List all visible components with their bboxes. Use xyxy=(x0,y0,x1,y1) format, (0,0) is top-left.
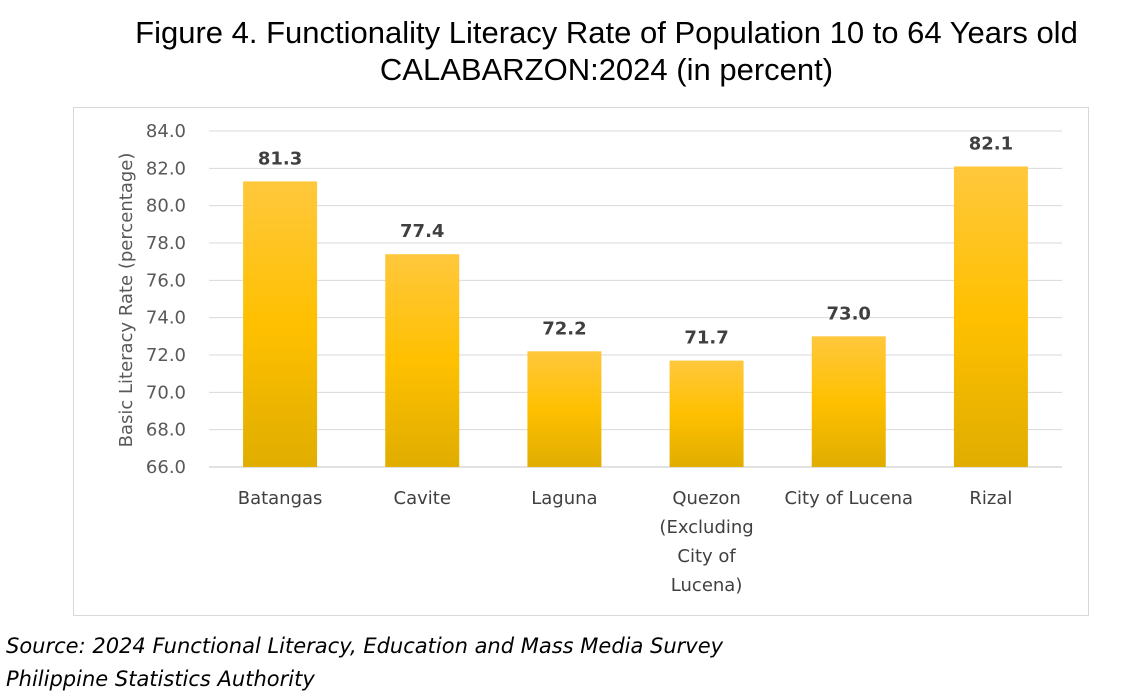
x-category-label-line: Batangas xyxy=(238,488,323,509)
x-category-label-line: City of Lucena xyxy=(784,488,913,509)
chart-title-line-1: Figure 4. Functionality Literacy Rate of… xyxy=(135,15,1078,50)
gridlines xyxy=(209,130,1062,468)
y-tick-label: 84.0 xyxy=(146,121,186,142)
data-label: 73.0 xyxy=(827,303,871,324)
data-label: 71.7 xyxy=(684,328,728,349)
bars xyxy=(243,166,1028,467)
x-category-label-line: (Excluding xyxy=(659,517,753,538)
bar xyxy=(243,181,318,467)
y-axis-ticks: 66.0 68.0 70.0 72.0 74.0 76.0 78.0 80.0 82.0 84.0 xyxy=(146,121,186,478)
y-tick-label: 76.0 xyxy=(146,270,186,291)
chart-frame xyxy=(73,107,1089,616)
x-category-label: Cavite xyxy=(394,488,451,509)
x-category-label-line: Laguna xyxy=(531,488,597,509)
y-tick-label: 66.0 xyxy=(146,457,186,478)
bar xyxy=(527,351,602,467)
x-category-label-line: Quezon xyxy=(672,488,741,509)
x-axis-categories: Batangas Cavite Laguna Quezon (Excluding City… xyxy=(238,488,1013,596)
data-label: 72.2 xyxy=(542,318,586,339)
y-axis-label: Basic Literacy Rate (percentage) xyxy=(116,153,137,448)
bar xyxy=(953,166,1028,467)
data-label: 81.3 xyxy=(258,148,302,169)
source-line-1: Source: 2024 Functional Literacy, Educat… xyxy=(6,634,724,658)
y-tick-label: 78.0 xyxy=(146,233,186,254)
x-category-label-line: Rizal xyxy=(969,488,1012,509)
x-category-label: City of Lucena xyxy=(784,488,913,509)
y-tick-label: 74.0 xyxy=(146,308,186,329)
x-category-label-line: Lucena) xyxy=(671,575,743,596)
y-tick-label: 80.0 xyxy=(146,196,186,217)
x-category-label: Quezon (Excluding City of Lucena) xyxy=(659,488,753,596)
chart-title-line-2: CALABARZON:2024 (in percent) xyxy=(379,52,834,87)
data-label: 77.4 xyxy=(400,221,444,242)
x-category-label: Batangas xyxy=(238,488,323,509)
data-labels: 81.3 77.4 72.2 71.7 73.0 82.1 xyxy=(258,133,1013,348)
data-label: 82.1 xyxy=(969,133,1013,154)
x-category-label-line: City of xyxy=(677,546,736,567)
chart-title: Figure 4. Functionality Literacy Rate of… xyxy=(0,14,1145,88)
x-category-label: Rizal xyxy=(969,488,1012,509)
bar xyxy=(385,254,460,467)
y-tick-label: 72.0 xyxy=(146,345,186,366)
bar xyxy=(669,360,744,467)
y-tick-label: 70.0 xyxy=(146,382,186,403)
bar xyxy=(811,336,886,467)
source-line-2: Philippine Statistics Authority xyxy=(6,667,315,691)
y-tick-label: 68.0 xyxy=(146,420,186,441)
source-note: Source: 2024 Functional Literacy, Educat… xyxy=(6,630,723,696)
x-category-label: Laguna xyxy=(531,488,597,509)
y-tick-label: 82.0 xyxy=(146,158,186,179)
x-category-label-line: Cavite xyxy=(394,488,451,509)
